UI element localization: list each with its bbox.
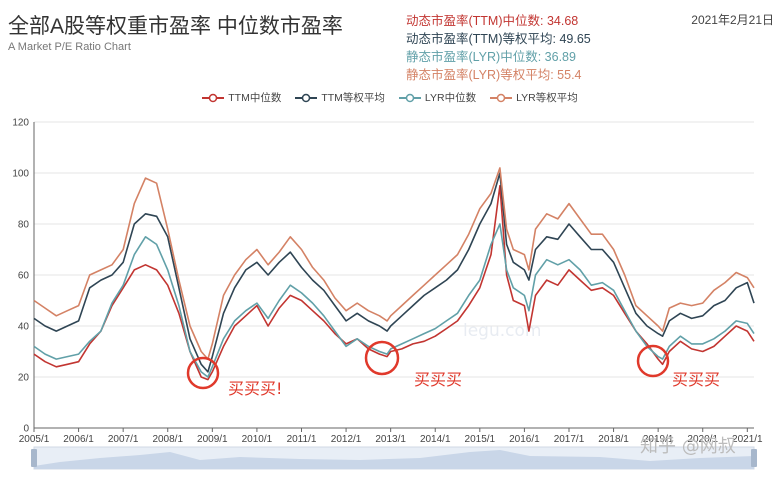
x-tick-label: 2013/1 <box>375 434 406 445</box>
legend-label: TTM中位数 <box>228 92 282 104</box>
y-tick-label: 60 <box>18 271 30 282</box>
stat-ttm-median: 动态市盈率(TTM)中位数: 34.68 <box>406 14 579 28</box>
legend-label: LYR等权平均 <box>516 92 578 104</box>
stat-ttm-mean: 动态市盈率(TTM)等权平均: 49.65 <box>406 32 591 46</box>
legend-marker-icon <box>490 93 513 102</box>
watermark: 知乎 @网叔 <box>640 436 736 457</box>
x-tick-label: 2006/1 <box>63 434 94 445</box>
legend-item-ttm-median[interactable]: TTM中位数 <box>202 90 281 105</box>
buy-annotation-2008: 买买买! <box>228 379 282 398</box>
buy-circle-2008 <box>186 356 220 390</box>
y-tick-label: 20 <box>18 373 30 384</box>
y-tick-label: 80 <box>18 220 30 231</box>
x-tick-label: 2020/1 <box>687 434 718 445</box>
x-tick-label: 2015/1 <box>465 434 496 445</box>
chart-title: 全部A股等权重市盈率 中位数市盈率 <box>8 15 343 38</box>
x-tick-label: 2014/1 <box>420 434 451 445</box>
buy-circle-2019 <box>636 344 670 378</box>
buy-annotation-2019: 买买买 <box>672 370 720 389</box>
x-tick-label: 2005/1 <box>19 434 50 445</box>
buy-annotation-2012: 买买买 <box>414 370 462 389</box>
x-tick-label: 2012/1 <box>331 434 362 445</box>
x-tick-label: 2007/1 <box>108 434 139 445</box>
legend-label: LYR中位数 <box>424 92 477 104</box>
series-line-3[interactable] <box>33 167 755 360</box>
chart-date: 2021年2月21日 <box>691 13 774 27</box>
x-tick-label: 2018/1 <box>598 434 629 445</box>
legend-marker-icon <box>398 93 421 102</box>
series-line-1[interactable] <box>33 172 755 373</box>
x-tick-label: 2010/1 <box>242 434 273 445</box>
x-tick-label: 2008/1 <box>152 434 183 445</box>
stat-lyr-median: 静态市盈率(LYR)中位数: 36.89 <box>406 50 576 64</box>
y-tick-label: 120 <box>12 118 29 129</box>
series-line-2[interactable] <box>33 223 755 378</box>
zoom-handle-left[interactable] <box>31 449 37 467</box>
y-tick-label: 0 <box>23 424 29 435</box>
series-line-0[interactable] <box>33 185 755 381</box>
x-tick-label: 2011/1 <box>287 434 317 445</box>
stats-panel: 动态市盈率(TTM)中位数: 34.68 动态市盈率(TTM)等权平均: 49.… <box>406 12 591 84</box>
x-tick-label: 2016/1 <box>509 434 540 445</box>
legend-label: TTM等权平均 <box>321 92 385 104</box>
y-tick-label: 100 <box>12 169 29 180</box>
x-tick-label: 2017/1 <box>554 434 585 445</box>
buy-circle-2012 <box>364 340 400 376</box>
legend-marker-icon <box>295 93 318 102</box>
y-tick-label: 40 <box>18 322 30 333</box>
x-tick-label: 2009/1 <box>197 434 228 445</box>
x-tick-label: 2021/1 <box>732 434 763 445</box>
legend-marker-icon <box>202 93 225 102</box>
legend-item-lyr-mean[interactable]: LYR等权平均 <box>490 90 578 105</box>
faint-watermark: legu.com <box>463 321 541 341</box>
zoom-slider-preview <box>34 450 754 469</box>
chart-subtitle: A Market P/E Ratio Chart <box>8 41 131 53</box>
stat-lyr-mean: 静态市盈率(LYR)等权平均: 55.4 <box>406 68 582 82</box>
legend-item-ttm-mean[interactable]: TTM等权平均 <box>295 90 385 105</box>
zoom-handle-right[interactable] <box>751 449 757 467</box>
legend: TTM中位数 TTM等权平均 LYR中位数 LYR等权平均 <box>0 90 780 105</box>
x-tick-label: 2019/1 <box>643 434 674 445</box>
legend-item-lyr-median[interactable]: LYR中位数 <box>398 90 477 105</box>
